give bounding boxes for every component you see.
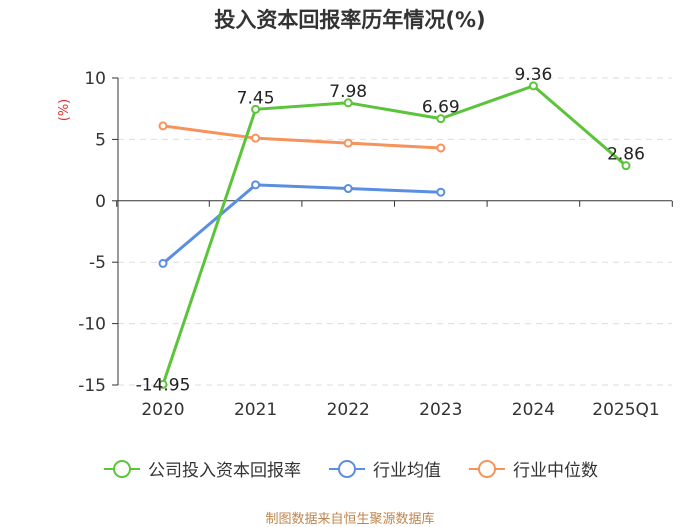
data-point-0 xyxy=(436,114,446,124)
legend-item-company[interactable]: 公司投入资本回报率 xyxy=(102,456,301,481)
data-point-1 xyxy=(436,187,446,197)
x-tick-label: 2022 xyxy=(327,400,370,420)
x-tick-label: 2025Q1 xyxy=(592,400,659,420)
data-label: -14.95 xyxy=(136,375,191,395)
data-point-0 xyxy=(251,104,261,114)
y-tick-label: 5 xyxy=(95,130,106,150)
data-point-1 xyxy=(251,180,261,190)
legend-label-company: 公司投入资本回报率 xyxy=(148,461,301,481)
legend-marker-company xyxy=(104,459,140,478)
data-point-0 xyxy=(343,98,353,108)
x-tick-label: 2020 xyxy=(141,400,184,420)
legend-label-industry-median: 行业中位数 xyxy=(513,461,598,481)
data-point-2 xyxy=(158,121,168,131)
y-tick-label: -10 xyxy=(78,315,106,335)
data-label: 6.69 xyxy=(422,98,460,118)
series-line-2 xyxy=(162,124,441,150)
data-point-2 xyxy=(343,138,353,148)
x-tick-label: 2024 xyxy=(512,400,555,420)
chart-title: 投入资本回报率历年情况(%) xyxy=(214,8,486,32)
source-note: 制图数据来自恒生聚源数据库 xyxy=(265,512,435,527)
legend-label-industry-mean: 行业均值 xyxy=(373,461,441,481)
data-label: 9.36 xyxy=(514,65,552,85)
x-tick-label: 2021 xyxy=(234,400,277,420)
data-label: 7.98 xyxy=(329,82,367,102)
y-axis-label: (%) xyxy=(57,99,72,122)
y-tick-label: 0 xyxy=(95,192,106,212)
data-label: 7.45 xyxy=(237,88,275,108)
data-point-1 xyxy=(343,184,353,194)
data-point-0 xyxy=(621,161,631,171)
legend-item-industry-median[interactable]: 行业中位数 xyxy=(467,456,598,481)
series-line-1 xyxy=(162,183,441,265)
legend-item-industry-mean[interactable]: 行业均值 xyxy=(327,456,441,481)
x-tick-label: 2023 xyxy=(419,400,462,420)
y-tick-label: -15 xyxy=(78,376,106,396)
y-tick-label: 10 xyxy=(84,69,106,89)
data-label: 2.86 xyxy=(607,145,645,165)
legend-marker-industry-median xyxy=(469,459,505,478)
y-tick-label: -5 xyxy=(89,253,106,273)
data-point-0 xyxy=(528,81,538,91)
legend: 公司投入资本回报率 行业均值 行业中位数 xyxy=(0,456,700,481)
data-point-0 xyxy=(158,379,168,389)
data-point-2 xyxy=(251,133,261,143)
legend-marker-industry-mean xyxy=(329,459,365,478)
data-point-2 xyxy=(436,143,446,153)
series-line-0 xyxy=(161,84,627,385)
data-point-1 xyxy=(158,258,168,268)
